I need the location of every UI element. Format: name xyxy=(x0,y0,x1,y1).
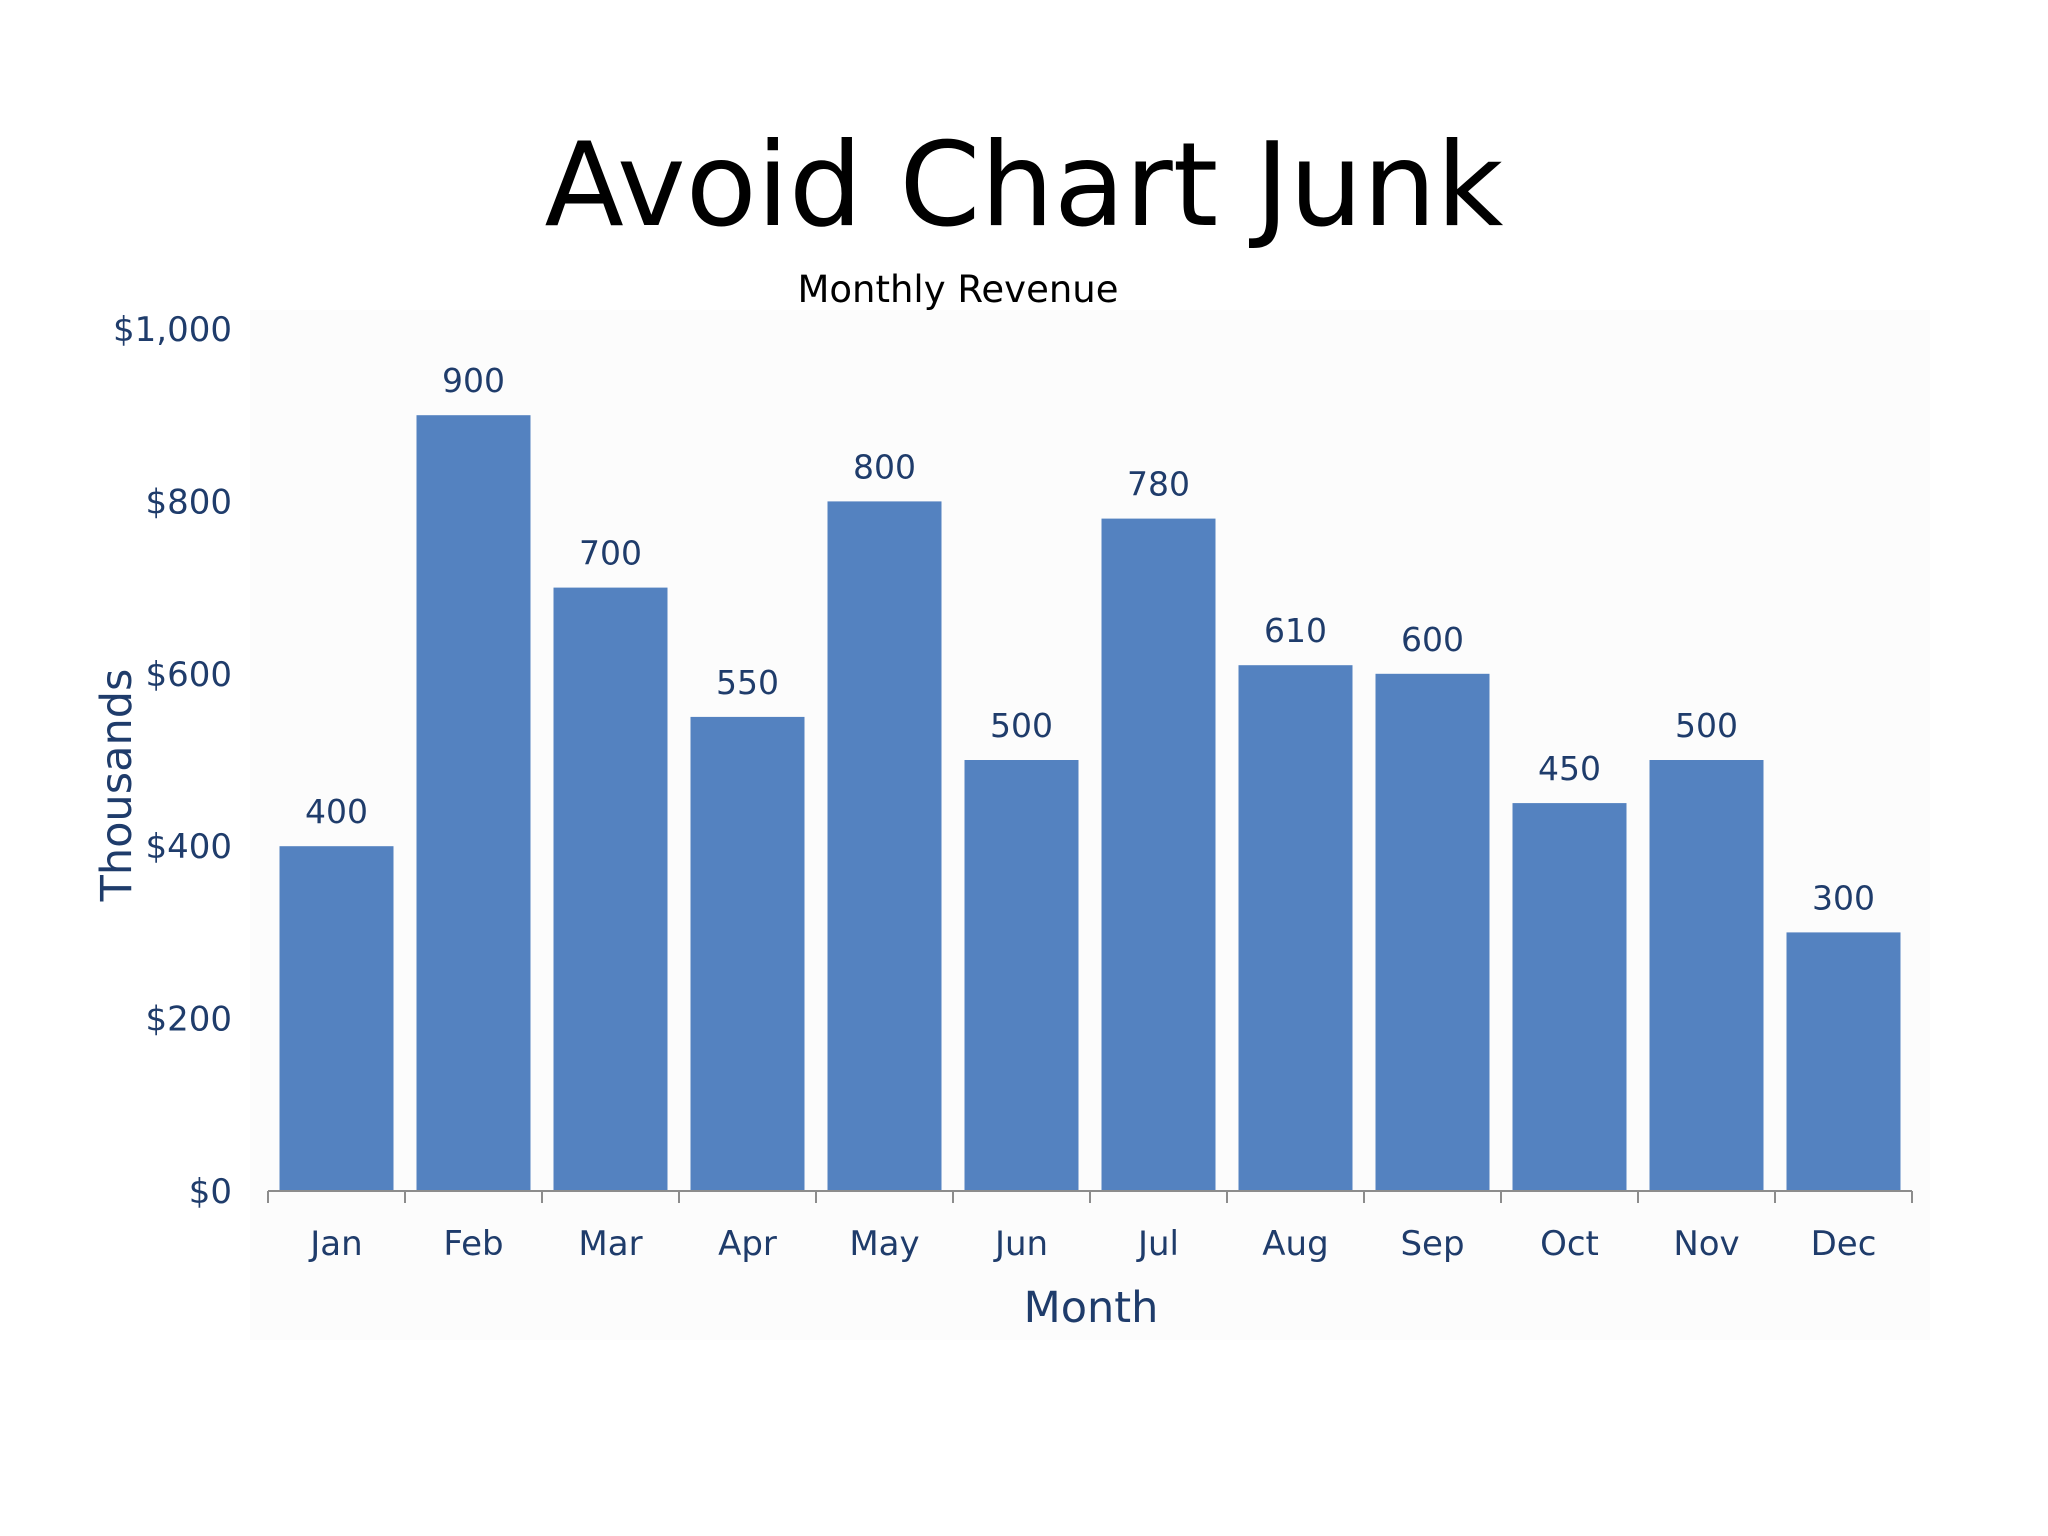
bar-oct xyxy=(1512,803,1627,1191)
y-tick-label: $400 xyxy=(145,827,232,867)
bar-aug xyxy=(1238,665,1353,1191)
bar-jul xyxy=(1101,518,1216,1191)
bar-nov xyxy=(1649,760,1764,1191)
x-tick-label: Mar xyxy=(578,1224,642,1264)
data-label-feb: 900 xyxy=(442,361,505,400)
x-tick-label: Jan xyxy=(308,1224,362,1264)
data-label-sep: 600 xyxy=(1401,620,1464,659)
y-tick-label: $0 xyxy=(189,1172,232,1212)
x-axis-title: Month xyxy=(1024,1283,1159,1333)
data-label-dec: 300 xyxy=(1812,878,1875,917)
data-label-mar: 700 xyxy=(579,534,642,573)
y-tick-label: $1,000 xyxy=(113,310,232,350)
y-axis-title: Thousands xyxy=(92,669,142,903)
bars-group xyxy=(279,415,1901,1191)
bar-dec xyxy=(1786,932,1901,1191)
data-label-jan: 400 xyxy=(305,792,368,831)
bar-mar xyxy=(553,587,668,1191)
x-tick-label: Oct xyxy=(1540,1224,1599,1264)
chart-subtitle: Monthly Revenue xyxy=(797,268,1118,311)
y-tick-label: $200 xyxy=(145,1000,232,1040)
x-tick-label: Dec xyxy=(1811,1224,1877,1264)
y-axis: $0 $200 $400 $600 $800 $1,000 xyxy=(113,310,232,1212)
y-tick-label: $600 xyxy=(145,655,232,695)
x-tick-label: Nov xyxy=(1673,1224,1739,1264)
x-axis: Jan Feb Mar Apr May Jun Jul Aug Sep Oct Nov Dec xyxy=(267,1190,1913,1264)
x-tick-label: Aug xyxy=(1262,1224,1328,1264)
data-label-nov: 500 xyxy=(1675,706,1738,745)
bar-apr xyxy=(690,716,805,1191)
x-tick-label: Sep xyxy=(1400,1224,1464,1264)
y-tick-label: $800 xyxy=(145,482,232,522)
slide-title: Avoid Chart Junk xyxy=(544,118,1504,253)
data-label-jun: 500 xyxy=(990,706,1053,745)
x-tick-label: Jul xyxy=(1136,1224,1179,1264)
bar-jan xyxy=(279,846,394,1191)
data-label-may: 800 xyxy=(853,447,916,486)
data-label-oct: 450 xyxy=(1538,749,1601,788)
x-tick-label: Feb xyxy=(443,1224,503,1264)
x-tick-label: Jun xyxy=(993,1224,1048,1264)
bar-sep xyxy=(1375,673,1490,1191)
data-label-apr: 550 xyxy=(716,663,779,702)
x-tick-label: Apr xyxy=(718,1224,777,1264)
data-labels-group: 400 900 700 550 800 500 780 610 600 450 500 300 xyxy=(305,361,1875,917)
bar-jun xyxy=(964,760,1079,1191)
data-label-aug: 610 xyxy=(1264,611,1327,650)
bar-may xyxy=(827,501,942,1191)
x-tick-label: May xyxy=(849,1224,919,1264)
data-label-jul: 780 xyxy=(1127,465,1190,504)
bar-feb xyxy=(416,415,531,1191)
